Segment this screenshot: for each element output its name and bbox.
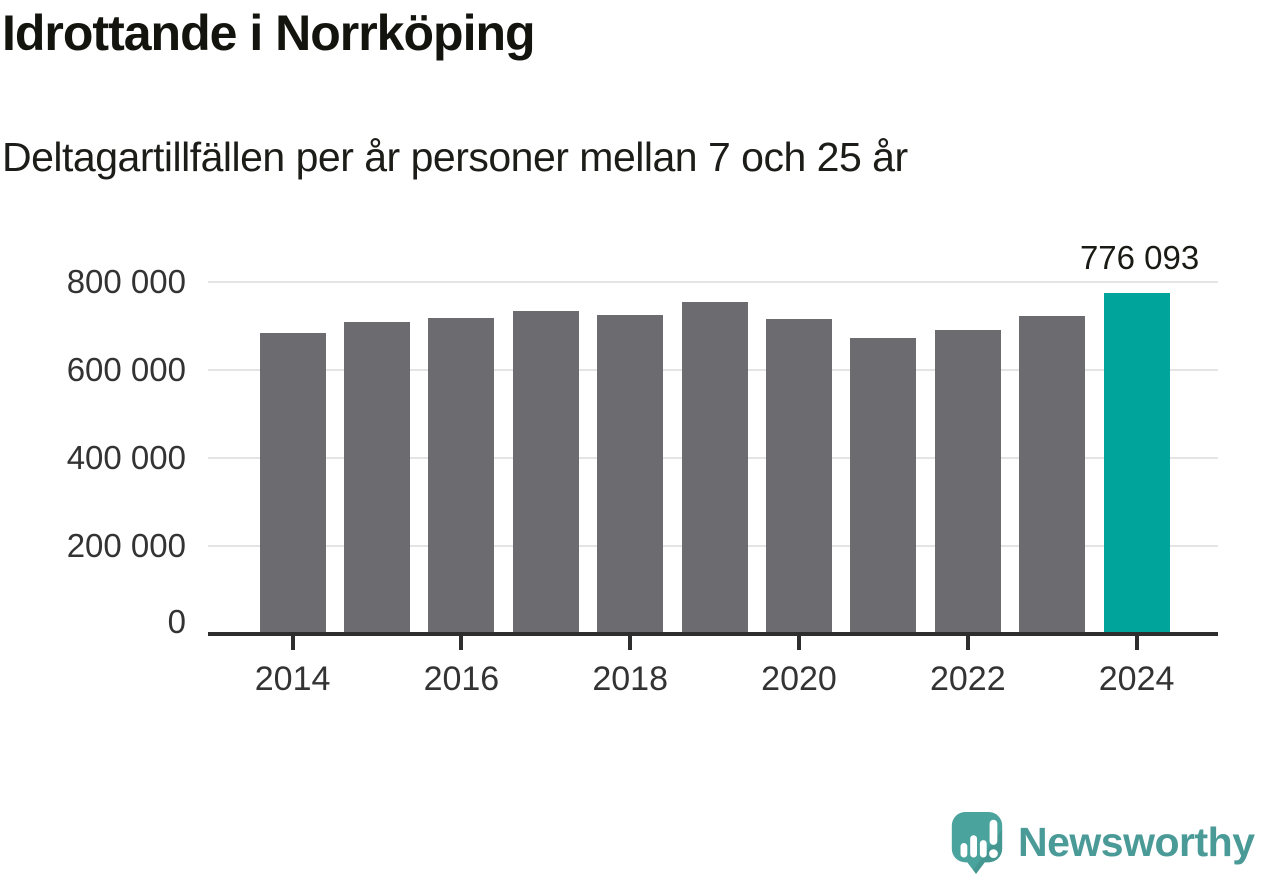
x-axis-tick-mark	[965, 636, 970, 650]
y-axis-tick-label: 800 000	[66, 263, 186, 300]
bar-2016	[428, 318, 494, 634]
bar-2015	[344, 322, 410, 634]
y-axis-tick-label: 400 000	[66, 439, 186, 476]
bar-2023	[1019, 316, 1085, 634]
bar-2019	[682, 302, 748, 634]
y-axis-tick-label: 600 000	[66, 351, 186, 388]
x-axis-tick-label: 2014	[254, 660, 331, 698]
x-axis-tick-label: 2018	[592, 660, 669, 698]
newsworthy-wordmark: Newsworthy	[1018, 818, 1255, 865]
newsworthy-logo: Newsworthy	[946, 808, 1255, 876]
x-axis-tick-mark	[797, 636, 801, 650]
x-axis-tick-mark	[459, 636, 464, 650]
x-axis-tick-label: 2016	[423, 660, 500, 698]
gridline-800000	[208, 281, 1218, 283]
x-axis-tick-mark	[628, 636, 633, 650]
y-axis-tick-label: 200 000	[66, 527, 186, 564]
x-axis-tick-mark	[290, 636, 295, 650]
bar-2020	[766, 319, 832, 634]
bar-2021	[850, 338, 916, 634]
newsworthy-speech-bubble-chart-icon	[951, 811, 1003, 874]
bar-2024	[1104, 293, 1170, 634]
x-axis-tick-label: 2020	[761, 660, 837, 698]
bar-value-label: 776 093	[1079, 239, 1200, 276]
bar-2022	[935, 330, 1001, 634]
page-subtitle: Deltagartillfällen per år personer mella…	[2, 134, 908, 180]
bar-2018	[597, 315, 663, 634]
x-axis-line	[208, 632, 1218, 636]
x-axis-tick-mark	[1134, 636, 1139, 650]
bar-2017	[513, 311, 579, 634]
x-axis-tick-label: 2024	[1098, 660, 1175, 698]
bar-2014	[260, 333, 326, 634]
page-title: Idrottande i Norrköping	[2, 5, 536, 61]
y-axis-tick-label: 0	[167, 603, 186, 640]
x-axis-tick-label: 2022	[929, 660, 1006, 698]
